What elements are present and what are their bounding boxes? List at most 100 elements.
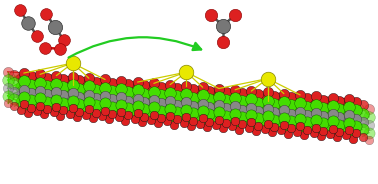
Point <box>116 85 122 88</box>
Point <box>285 125 291 128</box>
Point <box>34 95 40 98</box>
Point <box>132 102 138 105</box>
Point <box>5 79 11 82</box>
Point <box>206 106 212 109</box>
Point <box>334 129 340 132</box>
Point <box>70 84 76 87</box>
Point <box>330 120 336 123</box>
Point <box>353 125 359 128</box>
Point <box>25 22 31 24</box>
Point <box>278 121 284 124</box>
Point <box>183 71 189 74</box>
Point <box>213 116 219 119</box>
Point <box>93 88 99 91</box>
Point <box>90 85 96 88</box>
Point <box>181 114 187 117</box>
Point <box>74 108 80 111</box>
Point <box>135 89 141 92</box>
Point <box>220 120 226 123</box>
Point <box>223 122 229 125</box>
Point <box>102 102 108 105</box>
Point <box>236 128 242 131</box>
Point <box>151 90 157 93</box>
Point <box>255 124 261 127</box>
Point <box>229 102 235 105</box>
Point <box>350 130 356 133</box>
Point <box>125 83 131 86</box>
Point <box>313 119 319 122</box>
Point <box>102 109 108 112</box>
Point <box>288 95 294 98</box>
Point <box>278 114 284 117</box>
Point <box>41 105 47 108</box>
Point <box>93 80 99 83</box>
Point <box>60 109 66 112</box>
Point <box>70 107 76 110</box>
Point <box>141 84 147 87</box>
Point <box>269 131 275 134</box>
Point <box>44 107 50 110</box>
Point <box>330 104 336 107</box>
Point <box>93 104 99 107</box>
Point <box>17 9 23 12</box>
Point <box>366 139 372 141</box>
Point <box>313 111 319 114</box>
Point <box>318 120 324 123</box>
Point <box>155 107 161 110</box>
Point <box>151 98 157 101</box>
Point <box>116 116 122 119</box>
Point <box>350 137 356 140</box>
Point <box>53 98 59 101</box>
Point <box>148 95 154 98</box>
Point <box>44 84 50 87</box>
Point <box>174 110 180 113</box>
Point <box>297 110 303 113</box>
Point <box>135 81 141 84</box>
Point <box>76 87 82 90</box>
Point <box>223 90 229 93</box>
Point <box>229 110 235 113</box>
Point <box>141 100 147 103</box>
Point <box>99 107 105 110</box>
Point <box>151 106 157 109</box>
Point <box>248 98 254 101</box>
Point <box>197 115 203 118</box>
Point <box>246 126 252 129</box>
Point <box>294 130 301 133</box>
Point <box>281 92 287 95</box>
Point <box>164 97 170 100</box>
Point <box>269 116 275 119</box>
Point <box>350 123 356 125</box>
Point <box>74 84 80 87</box>
Point <box>197 122 203 125</box>
Point <box>53 82 59 85</box>
Point <box>336 116 342 119</box>
Point <box>183 93 189 96</box>
Point <box>158 102 164 105</box>
Point <box>158 109 164 112</box>
Point <box>236 114 242 116</box>
Point <box>269 108 275 111</box>
Point <box>330 127 336 130</box>
Point <box>74 101 80 104</box>
Point <box>304 121 310 124</box>
Point <box>350 114 356 117</box>
Point <box>139 113 145 116</box>
Point <box>106 95 112 98</box>
Point <box>206 97 212 100</box>
Point <box>197 99 203 102</box>
Point <box>236 97 242 100</box>
Point <box>336 108 342 111</box>
Point <box>141 108 147 111</box>
Point <box>118 111 124 114</box>
Point <box>67 97 73 100</box>
Point <box>37 81 43 84</box>
Point <box>171 92 177 95</box>
Point <box>200 86 206 89</box>
Point <box>350 106 356 109</box>
Point <box>118 79 124 82</box>
Point <box>99 83 105 86</box>
Point <box>109 113 115 116</box>
Point <box>37 73 43 76</box>
Point <box>204 126 210 129</box>
